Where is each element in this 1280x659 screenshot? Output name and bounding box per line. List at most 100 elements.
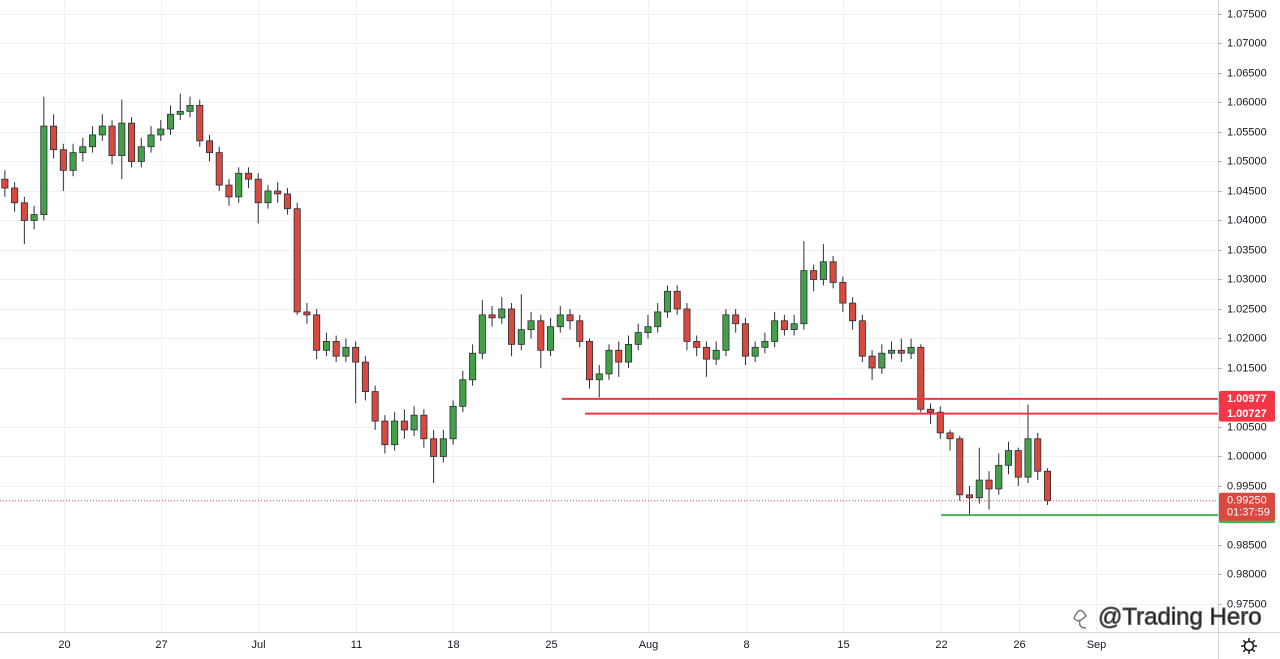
level-label-box: [1219, 405, 1275, 422]
settings-icon[interactable]: [1241, 638, 1257, 654]
y-tick-label: 1.05500: [1227, 126, 1267, 138]
x-tick-label: 18: [447, 639, 459, 651]
candle-body: [322, 341, 330, 351]
y-tick-label: 1.04500: [1227, 185, 1267, 197]
candle-body: [59, 149, 67, 171]
candle-body: [995, 464, 1003, 490]
candle-body: [722, 314, 730, 351]
candle-body: [985, 479, 993, 490]
candle-body: [30, 214, 38, 221]
candle-body: [137, 146, 145, 162]
y-tick-label: 0.97500: [1227, 598, 1267, 610]
y-tick-label: 1.03000: [1227, 273, 1267, 285]
candle-body: [98, 125, 106, 136]
candle-body: [800, 270, 808, 325]
y-tick-label: 1.01500: [1227, 362, 1267, 374]
x-tick-label: 11: [351, 639, 362, 651]
x-tick-label: 27: [155, 639, 167, 651]
candle-body: [897, 349, 905, 354]
candle-body: [888, 349, 896, 354]
candle-body: [917, 346, 925, 410]
candle-body: [702, 346, 710, 360]
candle-body: [79, 146, 87, 154]
countdown-label: 01:37:59: [1227, 507, 1270, 519]
candle-body: [585, 341, 594, 381]
candle-body: [654, 311, 662, 328]
candle-body: [69, 152, 77, 171]
candle-body: [693, 341, 701, 348]
candle-body: [167, 113, 175, 130]
candle-body: [780, 320, 788, 331]
candle-body: [410, 414, 418, 431]
candle-body: [196, 105, 204, 142]
y-tick-label: 1.04000: [1227, 214, 1267, 226]
candle-body: [556, 314, 564, 328]
candle-body: [313, 314, 321, 351]
candle-body: [644, 326, 652, 333]
watermark: @Trading Hero: [1073, 603, 1262, 631]
x-tick-label: 20: [58, 639, 70, 651]
y-tick-label: 1.05000: [1227, 155, 1267, 167]
candle-body: [118, 122, 126, 156]
candle-body: [235, 172, 243, 198]
watermark-icon: [1073, 609, 1087, 629]
candle-body: [50, 125, 58, 151]
y-tick-label: 1.00000: [1227, 450, 1267, 462]
candle-body: [400, 420, 408, 431]
candle-body: [1043, 470, 1051, 502]
candle-body: [215, 152, 223, 186]
candle-body: [108, 125, 116, 156]
candle-body: [810, 270, 818, 280]
axes: 1.07500 1.07000 1.06500 1.06000 1.05500 1.050…: [58, 8, 1275, 651]
candle-body: [712, 349, 720, 360]
x-tick-label: 26: [1013, 639, 1025, 651]
candle-body: [342, 346, 350, 357]
candle-body: [576, 320, 584, 342]
x-tick-label: 8: [743, 639, 749, 651]
candle-body: [605, 349, 613, 375]
candle-body: [244, 172, 252, 180]
candle-body: [478, 314, 486, 354]
x-tick-label: 25: [545, 639, 557, 651]
y-tick-label: 1.07500: [1227, 8, 1267, 20]
candle-body: [663, 290, 671, 313]
candle-body: [761, 341, 769, 348]
candle-body: [439, 438, 447, 457]
level-label: 1.00727: [1227, 408, 1267, 420]
candle-body: [868, 355, 876, 369]
candle-body: [741, 323, 749, 357]
candle-body: [517, 329, 525, 345]
y-tick-label: 0.99500: [1227, 480, 1267, 492]
y-tick-label: 1.00500: [1227, 421, 1267, 433]
candle-body: [1014, 450, 1022, 478]
candle-body: [683, 308, 691, 342]
candle-body: [790, 323, 798, 331]
candle-body: [907, 346, 915, 354]
candle-body: [975, 479, 983, 499]
candle-body: [361, 361, 369, 392]
candle-body: [566, 314, 574, 322]
candle-body: [624, 343, 633, 363]
x-tick-label: 22: [935, 639, 947, 651]
y-tick-label: 0.98000: [1227, 568, 1267, 580]
candle-body: [595, 373, 603, 381]
candle-body: [634, 332, 642, 345]
y-tick-label: 1.02500: [1227, 303, 1267, 315]
candle-body: [274, 190, 282, 195]
level-label-box: [1219, 390, 1275, 407]
candle-body: [176, 110, 184, 115]
candle-body: [1004, 450, 1013, 466]
candle-body: [673, 290, 681, 310]
candle-body: [1024, 438, 1032, 478]
candle-body: [293, 208, 301, 313]
candle-body: [459, 379, 467, 407]
level-label: 1.00977: [1227, 393, 1267, 405]
candle-body: [829, 261, 837, 283]
candle-body: [615, 349, 623, 363]
y-tick-label: 1.06500: [1227, 67, 1267, 79]
x-tick-label: 15: [837, 639, 849, 651]
candle-body: [264, 190, 272, 204]
x-tick-label: Jul: [251, 639, 265, 651]
